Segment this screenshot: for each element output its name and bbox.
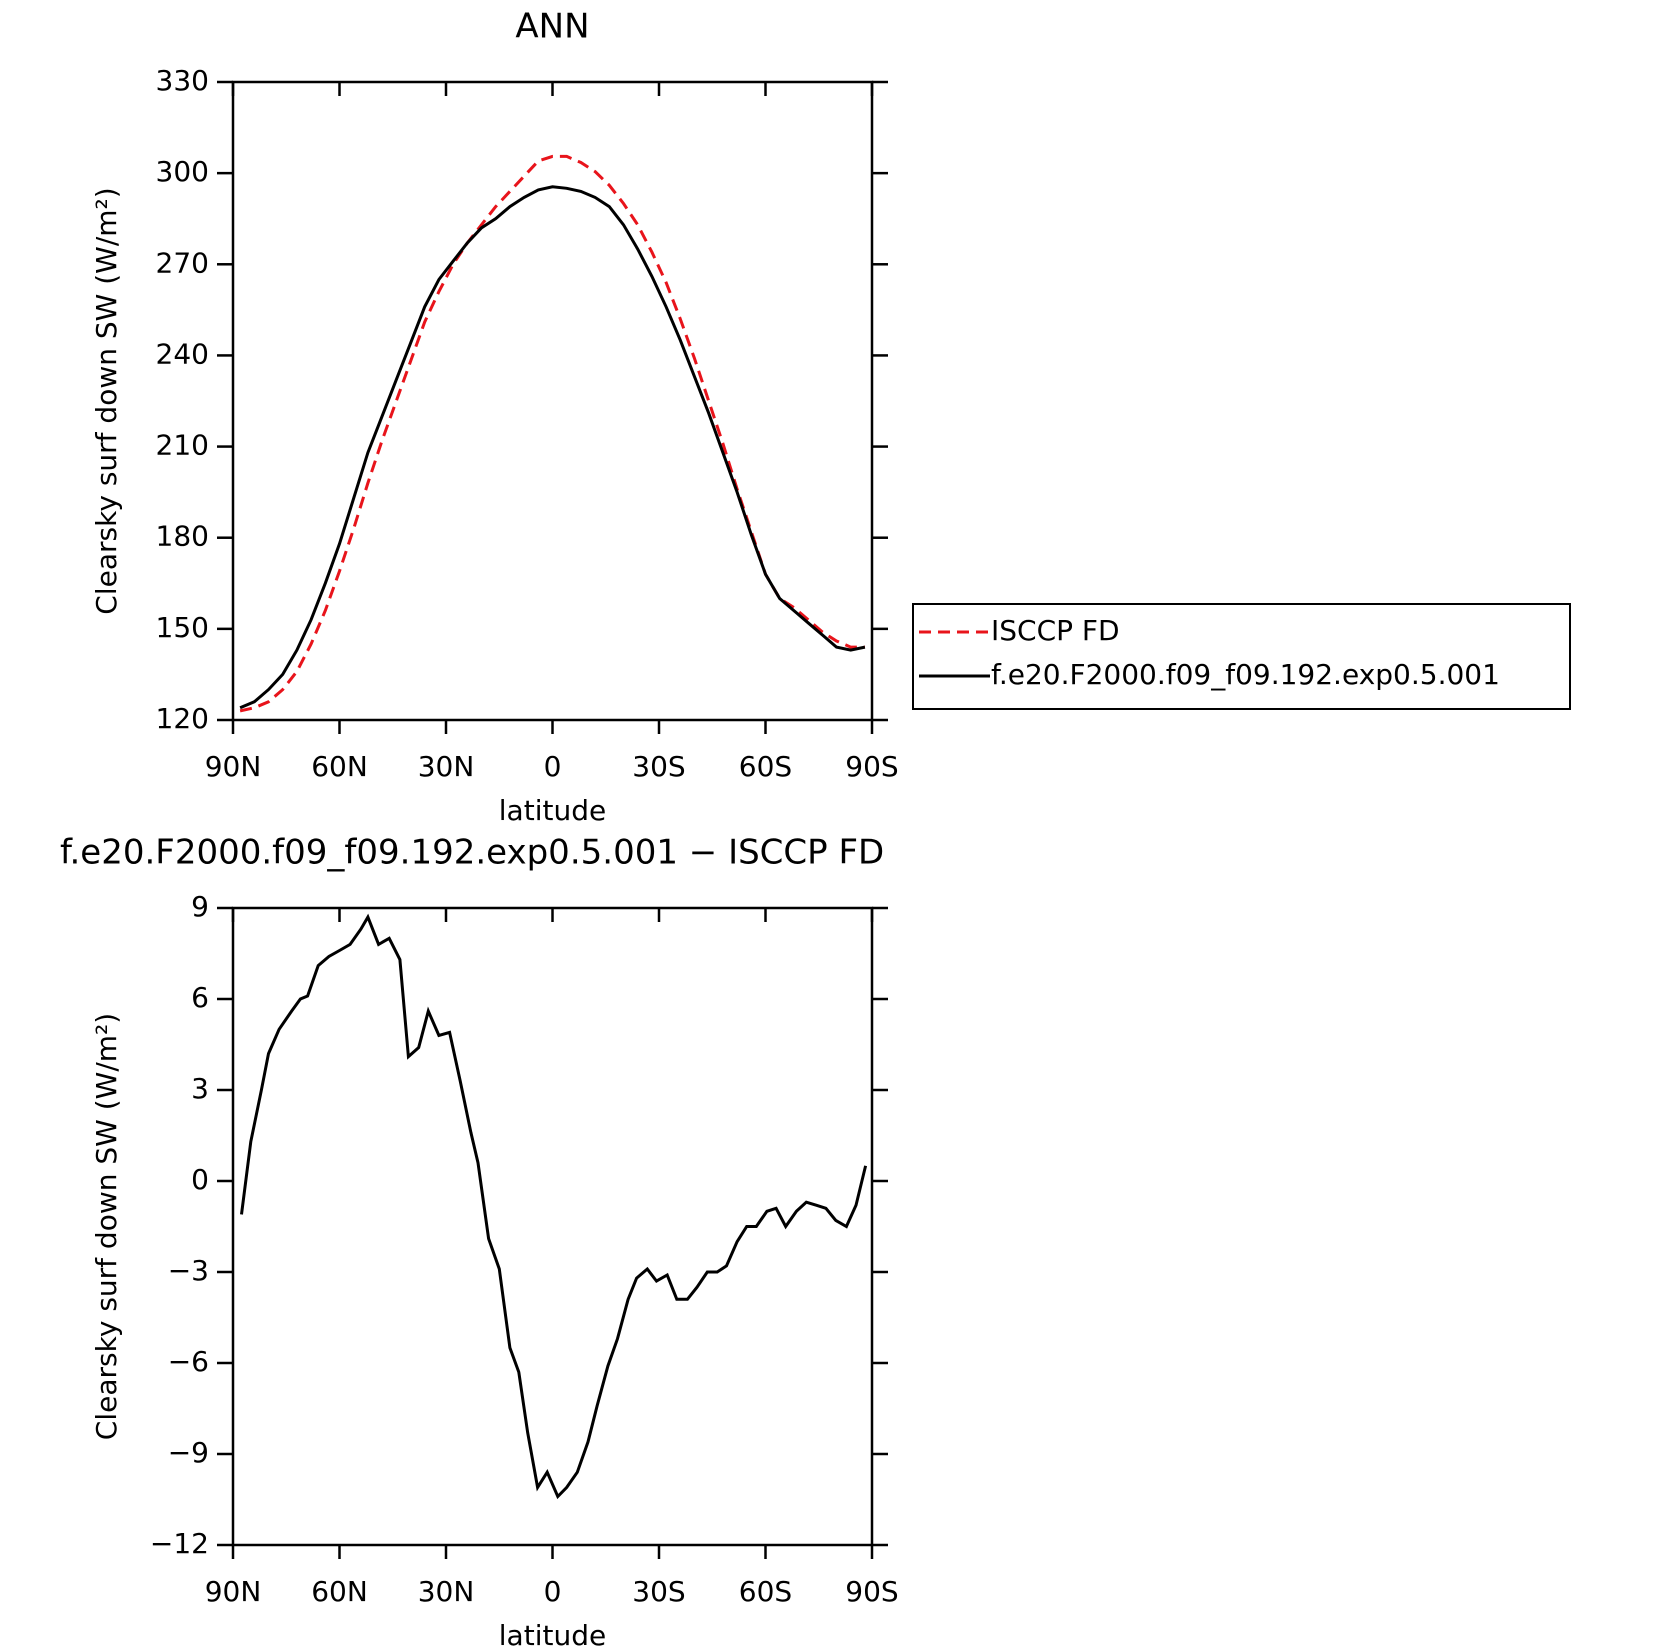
y-tick-label: 120	[156, 702, 209, 735]
x-tick-label: 90S	[845, 750, 898, 783]
x-tick-label: 60N	[311, 750, 368, 783]
y-tick-label: −6	[168, 1345, 209, 1378]
data-line	[240, 913, 868, 1500]
x-tick-label: 30S	[632, 1575, 685, 1608]
x-tick-label: 30S	[632, 750, 685, 783]
legend-label: ISCCP FD	[991, 614, 1120, 647]
chart-title: ANN	[515, 7, 589, 47]
y-tick-label: 210	[156, 429, 209, 462]
legend-label: f.e20.F2000.f09_f09.192.exp0.5.001	[991, 658, 1500, 691]
y-tick-label: 240	[156, 337, 209, 370]
x-tick-label: 60S	[739, 1575, 792, 1608]
x-tick-label: 60S	[739, 750, 792, 783]
legend-box	[912, 603, 1571, 710]
y-tick-label: 180	[156, 520, 209, 553]
y-tick-label: 0	[191, 1163, 209, 1196]
y-axis-label: Clearsky surf down SW (W/m²)	[90, 187, 123, 614]
chart-title: f.e20.F2000.f09_f09.192.exp0.5.001 − ISC…	[60, 833, 884, 873]
y-tick-label: −12	[150, 1527, 209, 1560]
x-tick-label: 0	[544, 1575, 562, 1608]
x-tick-label: 90N	[205, 750, 262, 783]
y-tick-label: 3	[191, 1072, 209, 1105]
x-tick-label: 30N	[418, 1575, 475, 1608]
y-tick-label: 150	[156, 611, 209, 644]
data-line	[239, 185, 866, 710]
y-tick-label: −9	[168, 1436, 209, 1469]
plot-frame	[231, 80, 874, 722]
y-tick-label: 9	[191, 890, 209, 923]
data-line	[239, 154, 865, 713]
x-tick-label: 60N	[311, 1575, 368, 1608]
x-tick-label: 90S	[845, 1575, 898, 1608]
x-tick-label: 30N	[418, 750, 475, 783]
y-tick-label: 300	[156, 155, 209, 188]
y-axis-label: Clearsky surf down SW (W/m²)	[90, 1013, 123, 1440]
y-tick-label: 6	[191, 981, 209, 1014]
x-tick-label: 0	[544, 750, 562, 783]
y-tick-label: 330	[156, 64, 209, 97]
x-axis-label: latitude	[499, 794, 606, 827]
y-tick-label: 270	[156, 246, 209, 279]
x-axis-label: latitude	[499, 1619, 606, 1652]
x-tick-label: 90N	[205, 1575, 262, 1608]
y-tick-label: −3	[168, 1254, 209, 1287]
plot-frame	[231, 906, 874, 1547]
